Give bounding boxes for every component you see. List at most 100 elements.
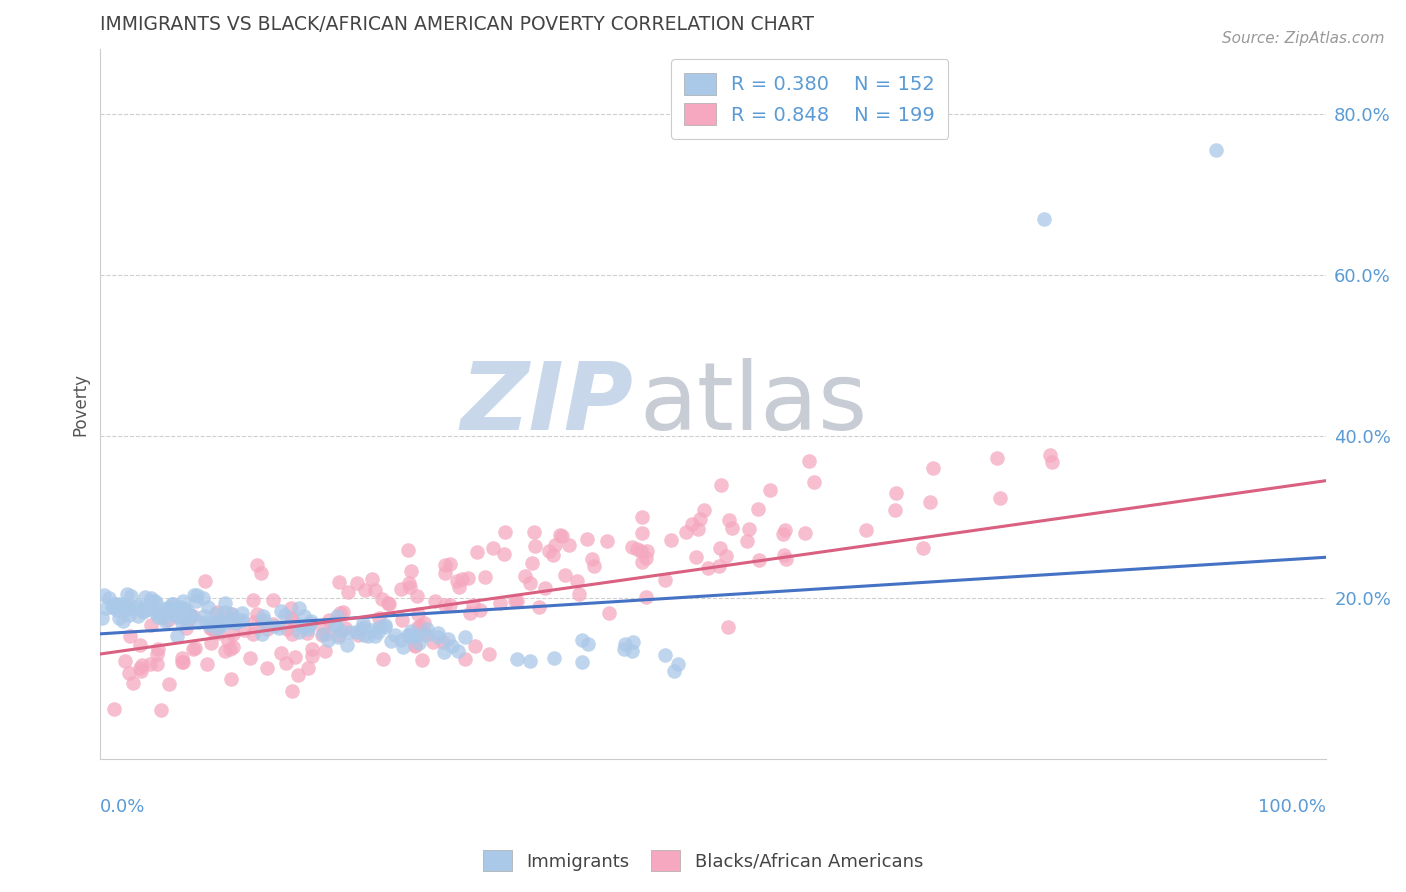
Point	[217, 634, 239, 648]
Point	[242, 627, 264, 641]
Point	[315, 626, 337, 640]
Point	[224, 616, 246, 631]
Point	[195, 615, 218, 630]
Point	[328, 574, 350, 589]
Point	[150, 703, 173, 717]
Point	[554, 567, 576, 582]
Point	[242, 593, 264, 607]
Point	[104, 600, 127, 615]
Point	[384, 627, 406, 641]
Point	[685, 549, 707, 564]
Point	[98, 591, 121, 605]
Point	[141, 591, 163, 605]
Point	[222, 640, 245, 654]
Point	[263, 619, 285, 633]
Point	[146, 657, 169, 672]
Point	[1039, 448, 1062, 462]
Point	[411, 652, 433, 666]
Point	[911, 541, 934, 555]
Point	[179, 609, 201, 624]
Point	[169, 607, 191, 622]
Point	[356, 629, 378, 643]
Point	[434, 599, 457, 613]
Point	[717, 620, 740, 634]
Point	[707, 559, 730, 574]
Point	[299, 616, 322, 631]
Point	[205, 622, 228, 636]
Point	[522, 556, 544, 570]
Point	[558, 538, 581, 552]
Point	[301, 641, 323, 656]
Point	[166, 610, 188, 624]
Point	[425, 594, 447, 608]
Point	[576, 533, 599, 547]
Point	[131, 603, 153, 617]
Point	[620, 644, 643, 658]
Point	[439, 557, 461, 571]
Point	[363, 583, 385, 598]
Point	[222, 627, 245, 641]
Point	[215, 615, 238, 629]
Point	[204, 616, 226, 631]
Point	[193, 608, 215, 623]
Point	[406, 620, 429, 634]
Point	[284, 650, 307, 665]
Point	[1032, 211, 1054, 226]
Y-axis label: Poverty: Poverty	[72, 373, 89, 435]
Point	[252, 627, 274, 641]
Point	[136, 601, 159, 615]
Point	[280, 684, 302, 698]
Point	[474, 570, 496, 584]
Point	[231, 613, 253, 627]
Point	[596, 533, 619, 548]
Point	[884, 486, 907, 500]
Point	[231, 606, 253, 620]
Point	[274, 656, 297, 670]
Point	[636, 544, 658, 558]
Point	[344, 625, 367, 640]
Point	[659, 533, 682, 547]
Point	[426, 630, 449, 644]
Point	[541, 548, 564, 562]
Point	[312, 626, 335, 640]
Point	[396, 628, 419, 642]
Point	[121, 676, 143, 690]
Point	[675, 524, 697, 539]
Point	[179, 607, 201, 622]
Point	[404, 638, 426, 652]
Point	[416, 622, 439, 636]
Point	[458, 606, 481, 620]
Point	[103, 702, 125, 716]
Point	[176, 615, 198, 629]
Point	[239, 650, 262, 665]
Point	[325, 618, 347, 632]
Point	[298, 617, 321, 632]
Point	[325, 619, 347, 633]
Point	[316, 632, 339, 647]
Point	[112, 614, 135, 628]
Point	[214, 644, 236, 658]
Point	[537, 544, 560, 558]
Point	[197, 657, 219, 671]
Point	[232, 624, 254, 638]
Point	[620, 540, 643, 554]
Point	[117, 599, 139, 614]
Point	[576, 637, 599, 651]
Point	[129, 665, 152, 679]
Point	[243, 615, 266, 629]
Point	[165, 603, 187, 617]
Point	[118, 665, 141, 680]
Point	[389, 582, 412, 596]
Point	[188, 615, 211, 629]
Point	[353, 628, 375, 642]
Point	[311, 628, 333, 642]
Point	[398, 575, 420, 590]
Point	[406, 589, 429, 603]
Text: Source: ZipAtlas.com: Source: ZipAtlas.com	[1222, 31, 1385, 46]
Point	[398, 543, 420, 558]
Point	[208, 626, 231, 640]
Point	[328, 606, 350, 620]
Point	[621, 635, 644, 649]
Point	[775, 552, 797, 566]
Point	[160, 597, 183, 611]
